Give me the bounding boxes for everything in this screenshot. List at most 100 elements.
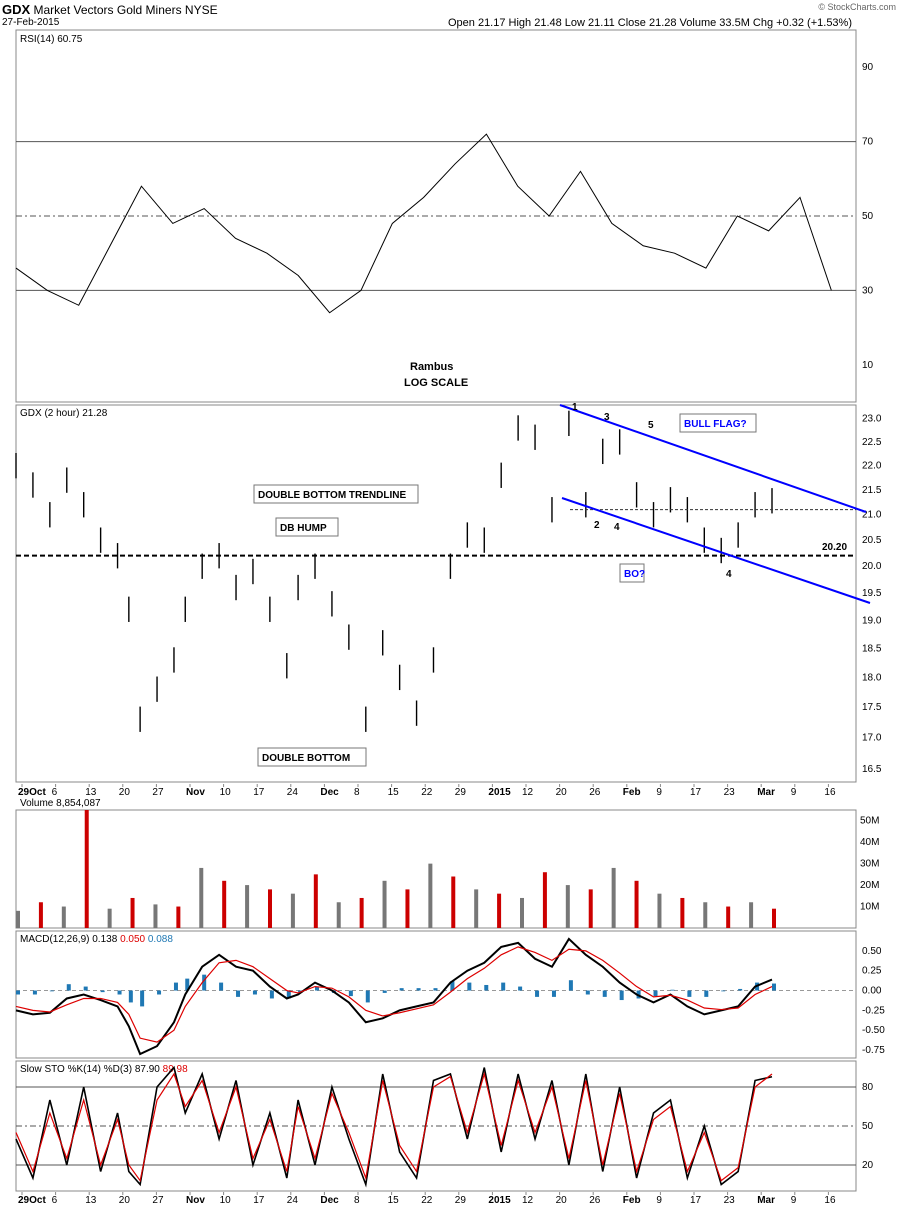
annotation-db-hump-box — [275, 517, 339, 537]
sto-x-tick-label: 10 — [220, 1195, 232, 1206]
price-x-tick-label: 12 — [522, 787, 534, 798]
macd-histogram-bar — [236, 990, 241, 997]
sto-x-tick-label: 29Oct — [18, 1195, 46, 1206]
chart-title: GDX Market Vectors Gold Miners NYSE — [2, 2, 218, 17]
macd-histogram-bar — [450, 981, 455, 991]
exchange: NYSE — [184, 3, 218, 17]
price-title: GDX (2 hour) 21.28 — [20, 408, 108, 419]
brand-watermark: © StockCharts.com — [818, 2, 896, 12]
volume-bar — [405, 889, 410, 928]
macd-histogram-bar — [602, 990, 607, 997]
price-x-tick-label: 20 — [556, 787, 568, 798]
annotation-bull-flag: BULL FLAG? — [684, 419, 747, 430]
sto-x-tick-label: 8 — [354, 1195, 360, 1206]
price-x-tick-label: 29Oct — [18, 787, 46, 798]
macd-histogram-bar — [721, 990, 726, 992]
sto-k-line — [15, 1065, 773, 1188]
price-ytick-label: 21.0 — [862, 510, 882, 521]
annotation-bull-flag-box — [679, 413, 757, 433]
price-ytick-label: 18.0 — [862, 672, 882, 683]
macd-histogram-bar — [416, 988, 421, 991]
macd-ytick-label: 0.25 — [862, 966, 882, 977]
macd-histogram-bar — [49, 990, 54, 992]
sto-x-tick-label: 27 — [152, 1195, 164, 1206]
rsi-line — [15, 133, 832, 314]
macd-histogram-bar — [568, 980, 573, 991]
volume-bar — [290, 893, 295, 928]
rsi-ytick-label: 50 — [862, 211, 874, 222]
macd-histogram-bar — [140, 990, 145, 1007]
annotation-bo-box — [619, 563, 645, 583]
volume-bar — [84, 810, 89, 928]
sto-x-tick-label: 9 — [656, 1195, 662, 1206]
price-x-tick-label: Feb — [623, 787, 641, 798]
macd-ytick-label: -0.75 — [862, 1045, 885, 1056]
price-ytick-label: 20.5 — [862, 535, 882, 546]
price-x-tick-label: 8 — [354, 787, 360, 798]
price-ytick-label: 19.5 — [862, 588, 882, 599]
macd-histogram-bar — [772, 983, 776, 991]
ohlc-summary: Open 21.17 High 21.48 Low 21.11 Close 21… — [447, 17, 852, 29]
macd-histogram-bar — [535, 990, 540, 997]
annotation-double-bottom: DOUBLE BOTTOM — [262, 753, 350, 764]
rsi-annotation-rambus: Rambus — [410, 361, 453, 373]
sto-ytick-label: 20 — [862, 1160, 874, 1171]
macd-histogram-bar — [117, 990, 122, 995]
macd-ytick-label: -0.50 — [862, 1025, 885, 1036]
price-x-tick-label: 20 — [119, 787, 131, 798]
volume-bar — [16, 910, 20, 928]
sto-ytick-label: 80 — [862, 1082, 874, 1093]
chart-date: 27-Feb-2015 — [2, 17, 60, 28]
macd-histogram-bar — [501, 982, 506, 991]
macd-histogram-bar — [219, 982, 224, 991]
volume-bar — [130, 897, 135, 928]
rsi-ytick-label: 30 — [862, 285, 874, 296]
price-x-tick-label: 16 — [824, 787, 836, 798]
symbol: GDX — [2, 2, 31, 17]
macd-line — [15, 937, 773, 1056]
sto-title: Slow STO %K(14) %D(3) 87.90 89.98 — [20, 1064, 188, 1075]
price-ytick-label: 21.5 — [862, 485, 882, 496]
volume-bar — [451, 876, 456, 928]
sto-x-tick-label: 9 — [791, 1195, 797, 1206]
volume-ytick-label: 10M — [860, 902, 879, 913]
bull-flag-lower-line — [561, 497, 871, 604]
annotation-db-trendline: DOUBLE BOTTOM TRENDLINE — [258, 490, 406, 501]
macd-histogram-bar — [484, 984, 489, 991]
annotation-wave-3: 3 — [604, 412, 610, 423]
volume-ytick-label: 20M — [860, 880, 879, 891]
price-x-tick-label: 6 — [52, 787, 58, 798]
macd-ytick-label: -0.25 — [862, 1005, 885, 1016]
annotation-wave-2: 2 — [594, 520, 600, 531]
volume-bar — [61, 906, 66, 928]
macd-histogram-bar — [16, 990, 20, 995]
sto-x-tick-label: 20 — [119, 1195, 131, 1206]
macd-histogram-bar — [619, 990, 624, 1001]
annotation-wave-5: 5 — [648, 420, 654, 431]
price-ytick-label: 17.0 — [862, 733, 882, 744]
sto-x-tick-label: 13 — [85, 1195, 97, 1206]
macd-title: MACD(12,26,9) 0.138 0.050 0.088 — [20, 934, 173, 945]
sto-x-tick-label: 20 — [556, 1195, 568, 1206]
annotation-bo: BO? — [624, 569, 645, 580]
volume-bar — [703, 902, 708, 928]
panel-frame-price — [15, 404, 857, 783]
macd-histogram-bar — [100, 990, 105, 993]
price-x-tick-label: Nov — [186, 787, 205, 798]
price-x-tick-label: 10 — [220, 787, 232, 798]
sto-x-tick-label: 17 — [253, 1195, 265, 1206]
sto-x-tick-label: Dec — [320, 1195, 339, 1206]
price-x-tick-label: 2015 — [488, 787, 511, 798]
price-x-tick-label: 15 — [388, 787, 400, 798]
macd-histogram-bar — [653, 990, 658, 997]
volume-bar — [542, 872, 547, 928]
volume-bar — [565, 885, 570, 928]
annotation-db-trendline-box — [253, 484, 419, 504]
price-ytick-label: 16.5 — [862, 764, 882, 775]
sto-x-tick-label: 15 — [388, 1195, 400, 1206]
sto-ytick-label: 50 — [862, 1121, 874, 1132]
price-x-tick-label: 22 — [421, 787, 433, 798]
sto-x-tick-label: Nov — [186, 1195, 205, 1206]
rsi-title: RSI(14) 60.75 — [20, 34, 83, 45]
